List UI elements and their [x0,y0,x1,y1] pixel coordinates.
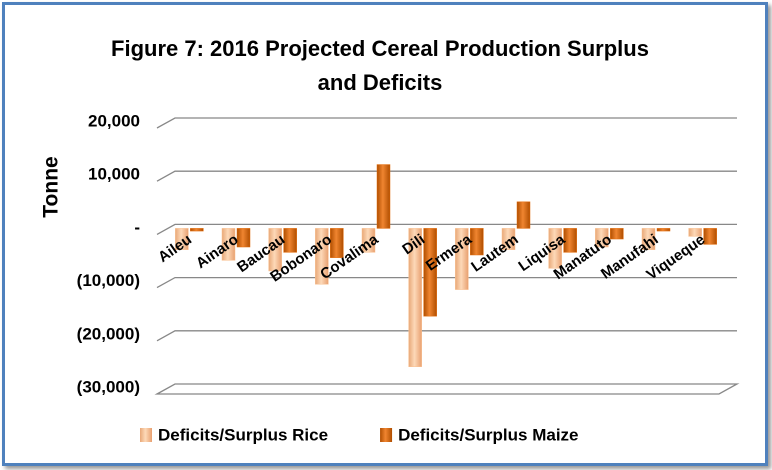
bar [688,228,702,237]
grid-line [156,276,737,289]
grid-line [156,223,737,235]
bar [330,228,344,258]
bar [175,228,189,250]
y-tick-label: 20,000 [88,111,140,130]
bar [641,228,656,250]
bar [283,228,297,253]
y-tick-label: - [134,218,140,237]
y-axis-label: Tonne [40,156,63,217]
grid-line [154,383,740,395]
bar [563,228,577,253]
y-tick-label: (30,000) [77,377,140,396]
chart-title: Figure 7: 2016 Projected Cereal Producti… [111,36,649,95]
legend-label: Deficits/Surplus Maize [398,425,578,444]
x-tick-label: Aileu [155,231,195,266]
grid-line [156,330,737,342]
y-tick-label: (20,000) [77,324,140,343]
bar [268,228,282,272]
y-tick-label: (10,000) [77,271,140,290]
legend-swatch [140,428,152,442]
bar [221,228,236,261]
bar [595,228,609,248]
legend-swatch [380,428,393,442]
bar [315,228,329,285]
bar [516,201,531,229]
bar [470,228,484,256]
bar [501,228,516,250]
chart-frame [2,2,768,466]
bar [455,228,469,290]
bar [548,228,562,269]
bar [361,228,376,253]
bar [190,228,204,232]
bar [703,228,717,245]
bar [423,228,437,317]
legend-label: Deficits/Surplus Rice [158,425,328,444]
grid-line [156,170,737,182]
bar [408,228,422,367]
bar [656,228,671,232]
y-tick-label: 10,000 [88,165,140,184]
bar [376,164,391,229]
grid-line [156,117,737,129]
bar [610,228,624,240]
bar [236,228,251,248]
